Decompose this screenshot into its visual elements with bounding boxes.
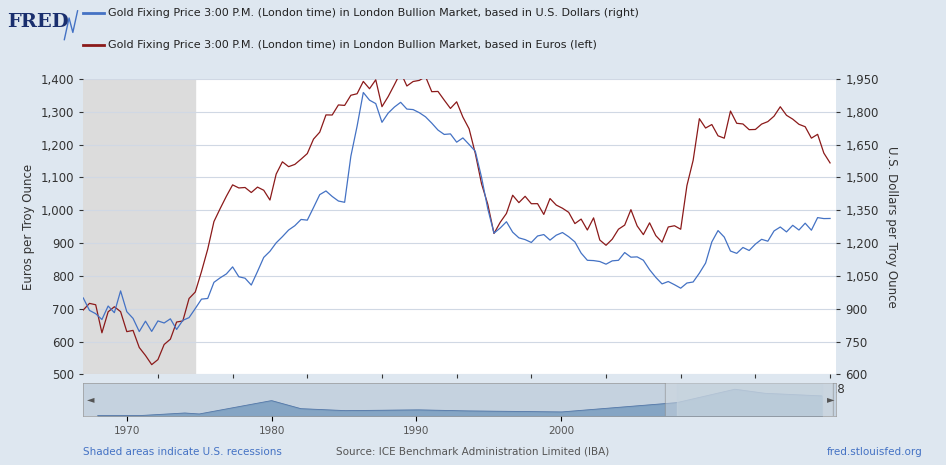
Text: ►: ► [827, 394, 834, 405]
Text: Source: ICE Benchmark Administration Limited (IBA): Source: ICE Benchmark Administration Lim… [337, 446, 609, 457]
Text: Gold Fixing Price 3:00 P.M. (London time) in London Bullion Market, based in U.S: Gold Fixing Price 3:00 P.M. (London time… [108, 8, 639, 18]
Bar [677, 383, 822, 416]
Text: Shaded areas indicate U.S. recessions: Shaded areas indicate U.S. recessions [83, 446, 282, 457]
Text: ◄: ◄ [87, 394, 95, 405]
FancyBboxPatch shape [665, 372, 833, 426]
Y-axis label: Euros per Troy Ounce: Euros per Troy Ounce [22, 164, 35, 290]
Text: FRED: FRED [8, 13, 69, 31]
Y-axis label: U.S. Dollars per Troy Ounce: U.S. Dollars per Troy Ounce [885, 146, 899, 307]
Text: fred.stlouisfed.org: fred.stlouisfed.org [827, 446, 922, 457]
Bar [77, 79, 195, 374]
Text: Gold Fixing Price 3:00 P.M. (London time) in London Bullion Market, based in Eur: Gold Fixing Price 3:00 P.M. (London time… [108, 40, 597, 50]
